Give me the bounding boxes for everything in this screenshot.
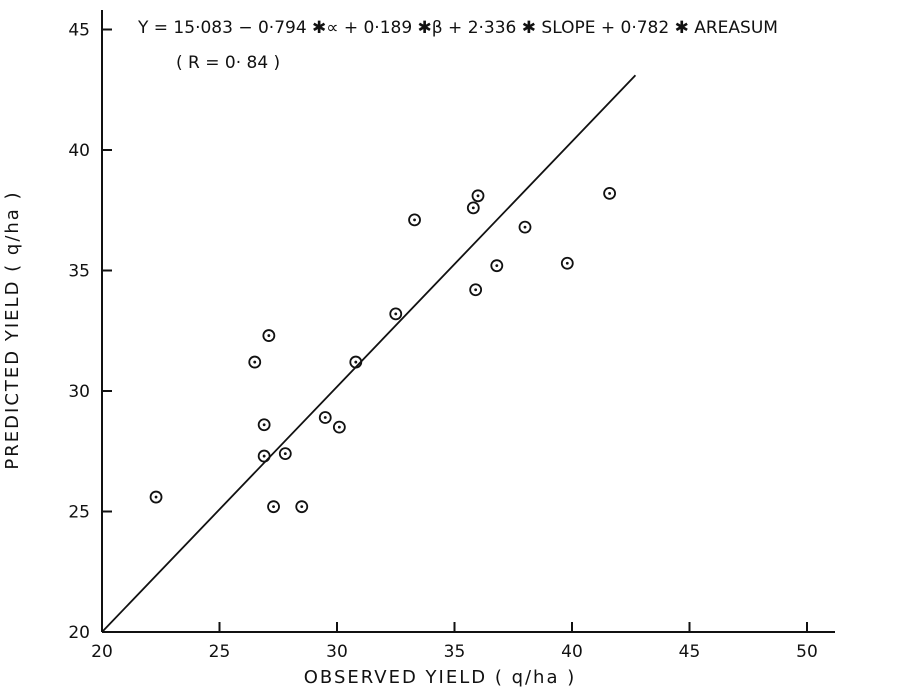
data-point-ring [257,449,271,463]
data-point-ring [408,213,421,227]
data-point-ring [466,201,480,215]
x-tick-label: 50 [796,642,818,662]
y-tick-label: 30 [68,382,90,402]
data-point-center [471,206,475,210]
correlation-coefficient: ( R = 0· 84 ) [176,53,280,73]
data-point-center [323,416,327,419]
data-point-center [523,225,527,229]
data-point-center [253,360,257,364]
regression-equation: Y = 15·083 − 0·794 ✱∝ + 0·189 ✱β + 2·336… [137,18,778,38]
data-point-ring [603,186,616,200]
data-point [248,355,262,369]
fit-line-group [101,74,637,633]
data-point [389,307,403,321]
data-point-center [154,495,158,499]
data-point-center [300,505,304,509]
data-point [267,500,280,514]
x-tick-label: 20 [91,642,113,662]
x-tick-label: 35 [444,642,466,662]
data-point-ring [389,307,403,321]
y-tick-label: 45 [68,21,90,41]
data-point-ring [248,355,262,369]
data-point [295,500,309,514]
y-tick-label: 40 [68,141,90,161]
data-point-ring [332,420,346,434]
data-point-ring [262,329,276,342]
data-point-center [272,505,275,509]
data-point [469,283,483,297]
y-tick-label: 25 [68,503,90,523]
data-point [318,411,332,424]
y-axis-ticks: 20 25 30 35 40 45 [68,21,112,643]
data-point-ring [490,259,504,273]
data-point [471,189,485,203]
data-point-center [354,360,358,364]
data-point [490,259,504,273]
x-tick-label: 25 [209,642,231,662]
data-point-ring [295,500,309,514]
data-point-center [608,191,611,195]
data-point [603,186,616,200]
data-point [518,220,532,234]
data-point-ring [318,411,332,424]
data-point-center [267,334,271,337]
x-tick-label: 30 [326,642,348,662]
data-point [257,418,271,432]
data-point [149,490,163,504]
data-point-center [565,261,569,265]
data-point-center [262,454,266,458]
x-tick-label: 45 [679,642,701,662]
data-point [262,329,276,342]
data-point-ring [257,418,271,432]
data-point [466,201,480,215]
data-point-ring [349,355,363,369]
data-point-ring [267,500,280,514]
y-axis-title: PREDICTED YIELD ( q/ha ) [2,190,23,469]
data-point-ring [278,447,292,461]
data-point [349,355,363,369]
data-point [560,256,574,270]
data-point-ring [518,220,532,234]
x-axis-title: OBSERVED YIELD ( q/ha ) [304,667,577,688]
data-point [278,447,292,461]
data-point-ring [149,490,163,504]
data-point-center [495,264,499,268]
data-point-center [476,194,480,198]
data-point [332,420,346,434]
data-points [149,186,616,514]
y-tick-label: 35 [68,262,90,282]
data-point-ring [560,256,574,270]
data-point-center [394,312,398,316]
data-point-center [262,423,266,427]
x-tick-label: 40 [561,642,583,662]
y-tick-label: 20 [68,623,90,643]
data-point-ring [469,283,483,297]
data-point-center [337,425,341,429]
data-point-ring [471,189,485,203]
data-point [408,213,421,227]
data-point-center [283,452,287,456]
data-point-center [474,288,478,292]
x-axis-ticks: 20 25 30 35 40 45 50 [91,622,818,662]
data-point [257,449,271,463]
data-point-center [413,218,416,222]
regression-line [101,74,637,633]
